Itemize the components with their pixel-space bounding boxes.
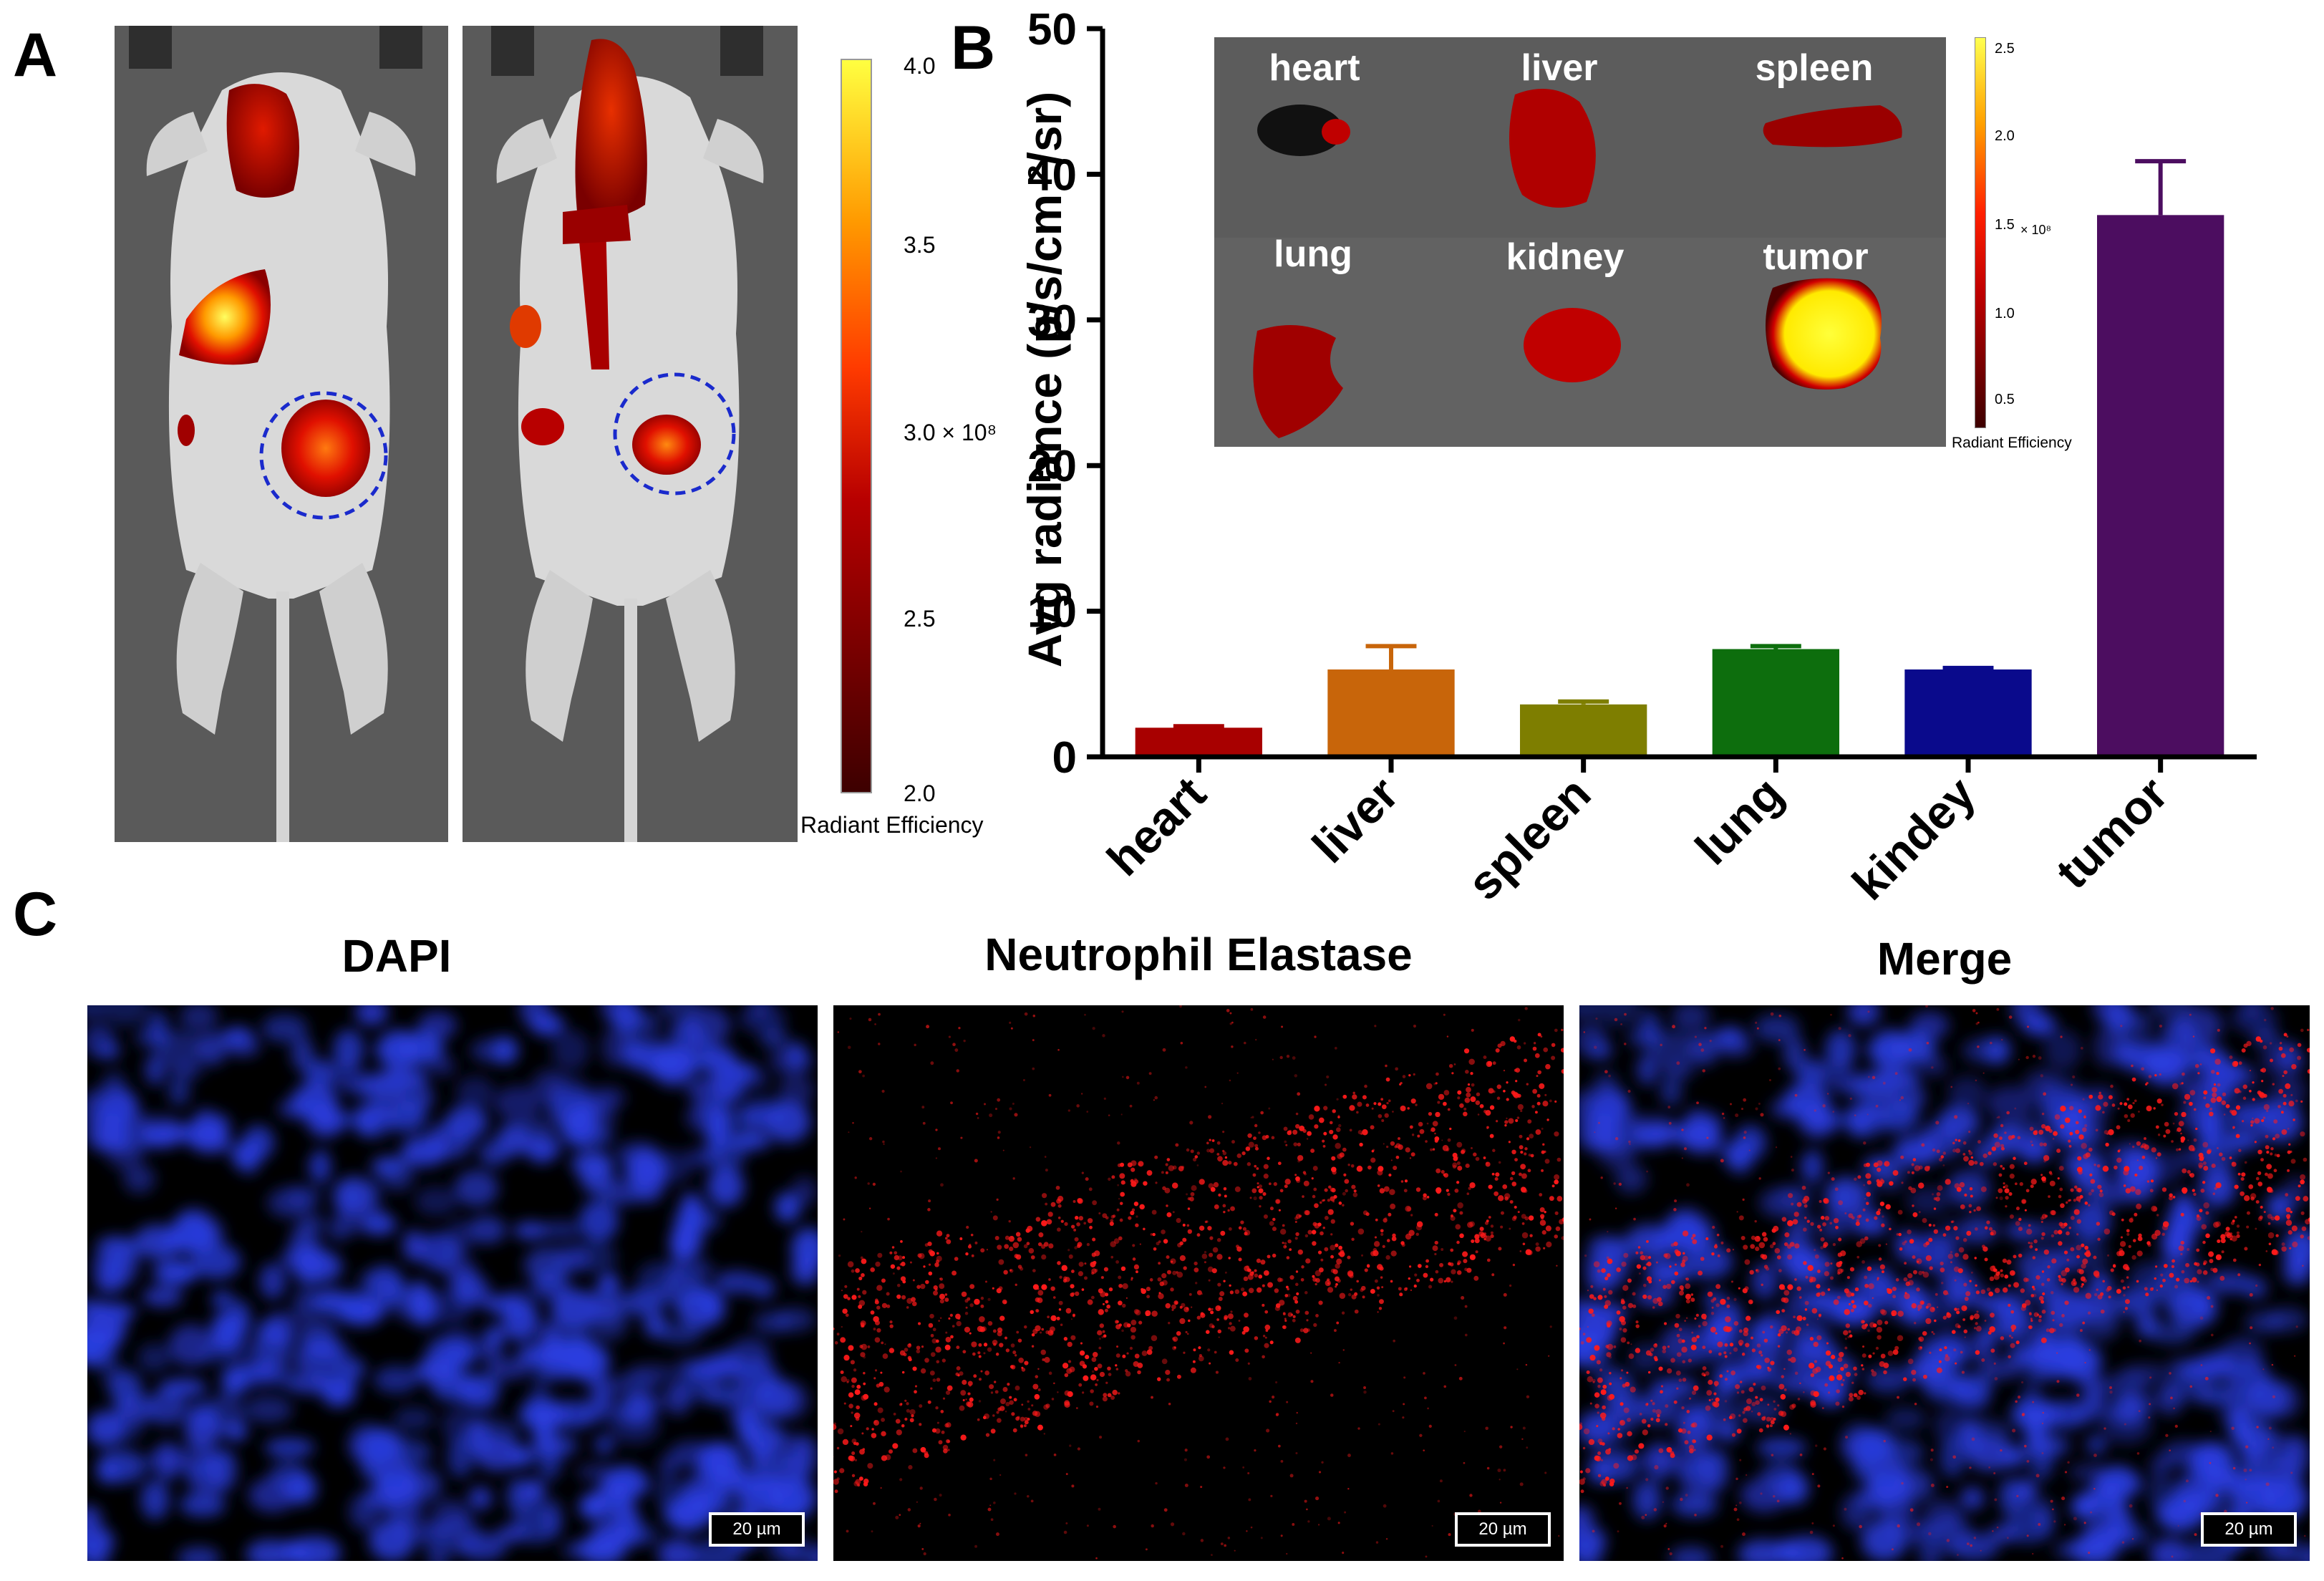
micrograph-dapi-drawing (87, 1005, 818, 1561)
x-tick-label: kindey (1842, 766, 1985, 902)
colorbar-a-tick-4: 2.5 (904, 606, 936, 632)
micrograph-elastase: 20 µm (833, 1005, 1564, 1561)
bar-kindey (1904, 669, 2032, 757)
tumor-circle-left (259, 391, 388, 520)
panel-label-c: C (13, 880, 58, 949)
y-axis-label: Avg radiance (p/s/cm ²/sr) (1018, 92, 1071, 667)
y-tick-label: 10 (1027, 588, 1077, 637)
bar-heart (1135, 727, 1262, 757)
y-tick-label: 40 (1027, 150, 1077, 200)
colorbar-a-tick-5: 2.0 (904, 780, 936, 806)
micrograph-merge-drawing (1579, 1005, 2310, 1561)
micro-title-elastase: Neutrophil Elastase (984, 929, 1413, 980)
inset-label-tumor: tumor (1763, 236, 1868, 278)
bar-spleen (1520, 704, 1647, 757)
colorbar-a-title: Radiant Efficiency (800, 812, 984, 838)
micro-title-dapi: DAPI (342, 930, 452, 982)
organ-inset-drawing: heart liver spleen lung kidney tumor (1214, 47, 1946, 447)
mouse-image-right (463, 26, 798, 842)
inset-label-heart: heart (1269, 47, 1360, 89)
inset-label-lung: lung (1274, 233, 1352, 275)
organ-inset-image: heart liver spleen lung kidney tumor (1214, 37, 1946, 447)
inset-colorbar-tick-1: 2.5 (1995, 41, 2015, 57)
y-tick-label: 20 (1027, 442, 1077, 491)
colorbar-a-tick-2: 3.5 (904, 232, 936, 258)
x-tick-label: spleen (1457, 767, 1600, 902)
panel-label-a: A (13, 21, 58, 90)
colorbar-a-tick-1: 4.0 (904, 53, 936, 79)
inset-label-kidney: kidney (1506, 236, 1625, 278)
bar-tumor (2097, 215, 2224, 757)
y-tick-label: 50 (1027, 5, 1077, 54)
inset-colorbar (1975, 37, 1986, 428)
panel-label-b: B (951, 14, 996, 82)
x-tick-label: lung (1685, 767, 1793, 875)
micrograph-dapi: 20 µm (87, 1005, 818, 1561)
x-tick-label: liver (1302, 767, 1408, 873)
y-tick-label: 0 (1052, 733, 1077, 783)
mouse-left-drawing (129, 26, 422, 842)
mouse-right-drawing (491, 26, 764, 842)
bar-liver (1327, 669, 1455, 757)
inset-colorbar-tick-4: 1.0 (1995, 306, 2015, 321)
x-tick-label: tumor (2045, 767, 2178, 899)
inset-colorbar-tick-3: 1.5 (1995, 217, 2015, 233)
colorbar-a (841, 59, 872, 793)
tumor-circle-right (613, 372, 736, 495)
scalebar-dapi: 20 µm (709, 1512, 805, 1547)
colorbar-a-tick-3: 3.0 × 10⁸ (904, 420, 997, 445)
mouse-image-left (115, 26, 448, 842)
micrograph-elastase-drawing (833, 1005, 1564, 1560)
inset-colorbar-tick-2: 2.0 (1995, 128, 2015, 144)
bar-chart: Avg radiance (p/s/cm ²/sr) 0 10 20 30 40 50 h… (1018, 5, 2257, 902)
bar-lung (1712, 649, 1839, 757)
scalebar-elastase: 20 µm (1455, 1512, 1551, 1547)
micro-title-merge: Merge (1877, 933, 2013, 985)
scalebar-merge: 20 µm (2201, 1512, 2297, 1547)
y-tick-label: 30 (1027, 296, 1077, 346)
inset-colorbar-tick-5: 0.5 (1995, 392, 2015, 407)
x-tick-label: heart (1097, 767, 1216, 886)
inset-label-liver: liver (1521, 47, 1598, 89)
inset-colorbar-title: Radiant Efficiency (1952, 435, 2072, 451)
inset-label-spleen: spleen (1756, 47, 1874, 89)
inset-colorbar-multiplier: × 10⁸ (2020, 223, 2052, 237)
micrograph-merge: 20 µm (1579, 1005, 2310, 1561)
